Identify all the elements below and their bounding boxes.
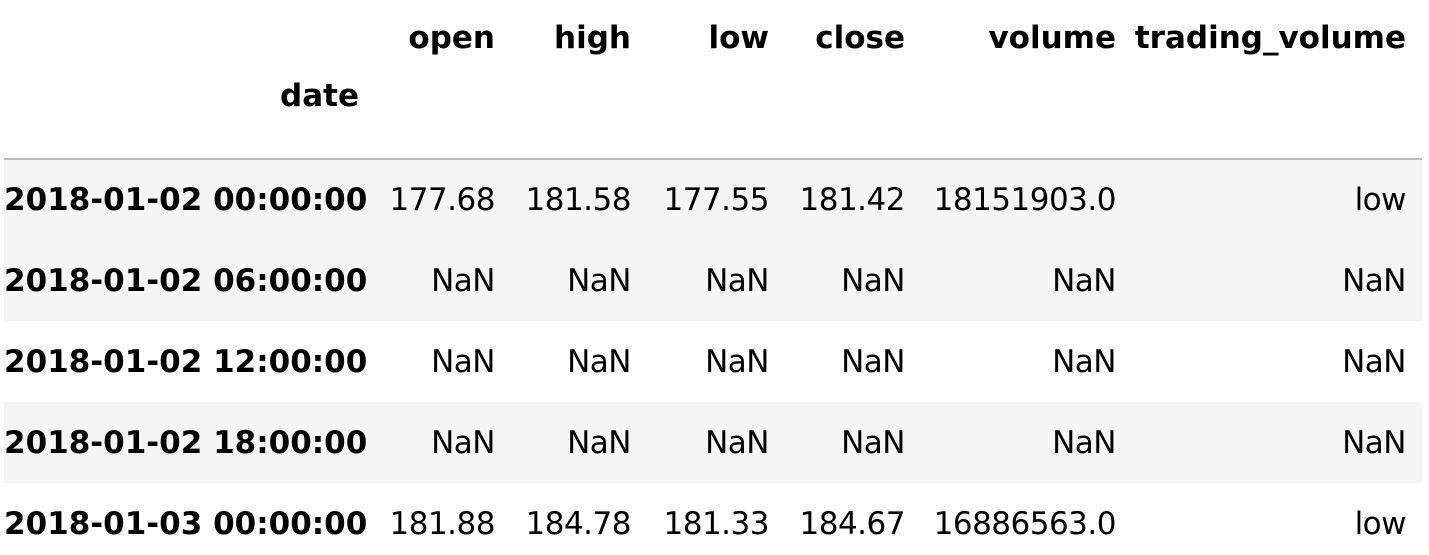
index-name-label: date: [280, 78, 359, 114]
cell-low: NaN: [705, 343, 769, 380]
row-index-label: 2018-01-02 12:00:00: [4, 343, 368, 380]
cell-open: NaN: [431, 343, 495, 380]
cell-high: 184.78: [525, 505, 632, 542]
cell-low: NaN: [705, 262, 769, 299]
table-row: 2018-01-03 00:00:00 181.88 184.78 181.33…: [4, 483, 1422, 555]
index-name-row: date: [4, 76, 1422, 159]
row-index-label: 2018-01-02 06:00:00: [4, 262, 368, 299]
cell-trading-volume: low: [1354, 182, 1407, 218]
empty-header-cell: [376, 76, 512, 159]
cell-high: 181.58: [525, 182, 632, 218]
cell-trading-volume: NaN: [1342, 262, 1406, 299]
cell-volume: NaN: [1052, 262, 1116, 299]
table-row: 2018-01-02 00:00:00 177.68 181.58 177.55…: [4, 159, 1422, 240]
cell-close: 184.67: [799, 505, 906, 542]
cell-low: 177.55: [663, 182, 770, 218]
table-header: open high low close volume trading_volum…: [4, 0, 1422, 159]
table-row: 2018-01-02 06:00:00 NaN NaN NaN NaN NaN …: [4, 240, 1422, 321]
cell-close: NaN: [841, 424, 905, 461]
cell-open: 177.68: [389, 182, 496, 218]
column-header-low: low: [708, 20, 769, 56]
cell-close: 181.42: [799, 182, 906, 218]
table-body: 2018-01-02 00:00:00 177.68 181.58 177.55…: [4, 159, 1422, 555]
cell-low: 181.33: [663, 505, 770, 542]
column-header-row: open high low close volume trading_volum…: [4, 0, 1422, 76]
cell-volume: 16886563.0: [933, 505, 1117, 542]
empty-header-cell: [786, 76, 922, 159]
cell-trading-volume: NaN: [1342, 343, 1406, 380]
column-header-trading-volume: trading_volume: [1134, 20, 1406, 56]
index-corner-cell: [4, 0, 376, 76]
row-index-label: 2018-01-02 00:00:00: [4, 182, 368, 218]
empty-header-cell: [1133, 76, 1422, 159]
cell-open: 181.88: [389, 505, 496, 542]
cell-trading-volume: NaN: [1342, 424, 1406, 461]
cell-volume: NaN: [1052, 343, 1116, 380]
cell-close: NaN: [841, 262, 905, 299]
empty-header-cell: [512, 76, 648, 159]
cell-volume: NaN: [1052, 424, 1116, 461]
table-row: 2018-01-02 12:00:00 NaN NaN NaN NaN NaN …: [4, 321, 1422, 402]
row-index-label: 2018-01-02 18:00:00: [4, 424, 368, 461]
cell-open: NaN: [431, 262, 495, 299]
cell-high: NaN: [567, 262, 631, 299]
cell-close: NaN: [841, 343, 905, 380]
cell-low: NaN: [705, 424, 769, 461]
column-header-open: open: [408, 20, 495, 56]
cell-open: NaN: [431, 424, 495, 461]
dataframe-table: open high low close volume trading_volum…: [4, 0, 1422, 555]
empty-header-cell: [922, 76, 1133, 159]
table-row: 2018-01-02 18:00:00 NaN NaN NaN NaN NaN …: [4, 402, 1422, 483]
column-header-close: close: [815, 20, 905, 56]
column-header-volume: volume: [988, 20, 1116, 56]
cell-high: NaN: [567, 343, 631, 380]
column-header-high: high: [554, 20, 631, 56]
cell-trading-volume: low: [1354, 505, 1407, 542]
cell-high: NaN: [567, 424, 631, 461]
cell-volume: 18151903.0: [933, 182, 1117, 218]
empty-header-cell: [648, 76, 786, 159]
row-index-label: 2018-01-03 00:00:00: [4, 505, 368, 542]
